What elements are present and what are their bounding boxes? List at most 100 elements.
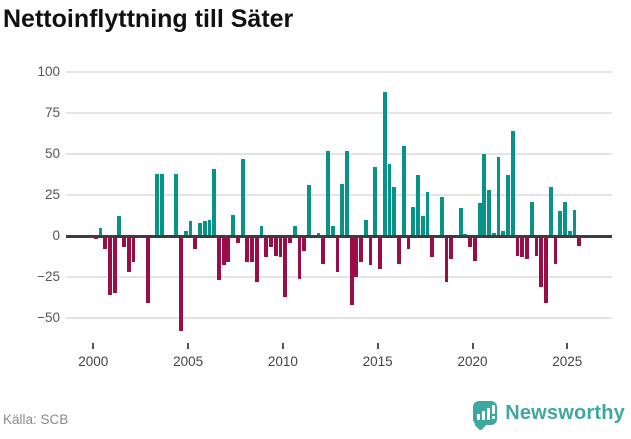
x-axis-label-2015: 2015 (362, 354, 393, 369)
bar-2015Q2 (382, 92, 387, 236)
bar-2023Q1 (529, 201, 534, 236)
bar-2007Q3 (235, 236, 240, 243)
bar-2007Q4 (240, 159, 245, 236)
bar-2010Q1 (283, 236, 288, 297)
bar-2016Q1 (397, 236, 401, 264)
y-axis-label: 0 (52, 228, 60, 243)
bar-2025Q2 (572, 209, 577, 236)
bar-2025Q1 (567, 231, 572, 236)
bar-2007Q2 (231, 214, 236, 236)
bar-2024Q1 (548, 186, 553, 236)
bar-2013Q2 (344, 150, 349, 236)
brand-logo: Newsworthy (473, 401, 625, 431)
bar-2010Q4 (297, 236, 302, 279)
bar-2000Q1 (93, 236, 98, 240)
bar-2023Q2 (534, 236, 539, 256)
bar-2003Q2 (155, 173, 160, 236)
bar-2008Q4 (259, 226, 264, 236)
bar-2022Q1 (510, 131, 515, 236)
bar-2003Q3 (160, 173, 164, 236)
bar-2009Q4 (278, 236, 283, 258)
x-tick-2000 (92, 343, 95, 349)
bar-2017Q2 (420, 216, 425, 236)
y-axis-label: 25 (44, 187, 60, 203)
bar-2013Q1 (340, 183, 345, 236)
bar-2009Q3 (273, 236, 278, 256)
bar-2014Q1 (359, 236, 363, 263)
x-tick-2020 (471, 343, 474, 349)
bar-2018Q3 (444, 236, 449, 282)
bar-2011Q4 (316, 232, 321, 236)
bar-2002Q1 (131, 236, 136, 263)
bar-2014Q3 (368, 236, 373, 266)
y-axis-label: 75 (44, 105, 60, 121)
logo-exclamation-dot (492, 416, 496, 419)
bar-2025Q3 (577, 236, 582, 246)
y-axis-label: 100 (37, 64, 60, 80)
bar-2014Q4 (373, 167, 378, 236)
gridline-y-25 (66, 194, 612, 197)
bar-2018Q4 (449, 236, 454, 259)
y-axis-label: 50 (44, 146, 60, 162)
bar-2018Q2 (439, 196, 444, 236)
bar-2005Q3 (198, 222, 202, 236)
gridline-y--50 (66, 316, 612, 319)
y-axis-label: −25 (37, 268, 60, 284)
bar-2016Q2 (401, 146, 406, 236)
bar-2019Q2 (458, 208, 463, 236)
bar-2010Q3 (292, 226, 297, 236)
bar-2001Q1 (112, 236, 117, 294)
bar-2023Q3 (539, 236, 544, 287)
bar-2001Q4 (126, 236, 131, 272)
bar-2014Q2 (363, 219, 368, 236)
bar-2017Q1 (416, 175, 420, 236)
x-tick-2005 (187, 343, 190, 349)
bar-2004Q4 (183, 231, 188, 236)
x-axis-label-2025: 2025 (552, 354, 583, 369)
bar-2008Q2 (250, 236, 254, 263)
bar-2012Q4 (335, 236, 340, 272)
bar-2006Q3 (217, 236, 221, 281)
chart-title: Nettoinflyttning till Säter (3, 5, 294, 33)
bar-2021Q4 (506, 175, 510, 236)
bar-2007Q1 (226, 236, 231, 263)
gridline-y-100 (66, 71, 612, 74)
gridline-y-50 (66, 153, 612, 156)
x-tick-2010 (281, 343, 284, 349)
gridline-y--25 (66, 275, 612, 278)
bar-2004Q2 (174, 173, 179, 236)
bar-2020Q1 (472, 236, 477, 261)
bar-2008Q1 (245, 236, 250, 263)
logo-bar-2 (482, 411, 486, 420)
logo-bar-1 (477, 414, 481, 420)
bar-2001Q3 (122, 236, 126, 248)
bar-2016Q4 (411, 206, 416, 236)
bar-2015Q3 (387, 164, 392, 236)
bar-2005Q1 (188, 221, 193, 236)
bar-2010Q2 (288, 236, 292, 243)
bar-2012Q2 (326, 150, 330, 236)
bar-2000Q3 (103, 236, 108, 250)
bar-2022Q3 (520, 236, 525, 258)
newsworthy-icon (473, 401, 498, 431)
bar-2011Q2 (307, 185, 311, 236)
x-axis-label-2000: 2000 (78, 354, 109, 369)
x-tick-2015 (376, 343, 379, 349)
zero-axis-line (66, 234, 612, 238)
bar-2020Q2 (477, 203, 482, 236)
y-axis-label: −50 (37, 309, 60, 325)
bar-2006Q1 (207, 219, 212, 236)
bar-2017Q3 (425, 191, 430, 236)
logo-bar-3 (487, 408, 491, 420)
x-tick-2025 (566, 343, 569, 349)
bar-2020Q3 (482, 154, 487, 236)
bar-2016Q3 (406, 236, 411, 250)
bar-2009Q2 (269, 236, 273, 248)
logo-exclamation-stem (492, 405, 496, 414)
x-axis-label-2005: 2005 (173, 354, 204, 369)
bar-2024Q4 (563, 201, 567, 236)
bar-2012Q3 (330, 226, 335, 236)
source-caption: Källa: SCB (3, 412, 69, 427)
bar-2005Q2 (193, 236, 198, 250)
